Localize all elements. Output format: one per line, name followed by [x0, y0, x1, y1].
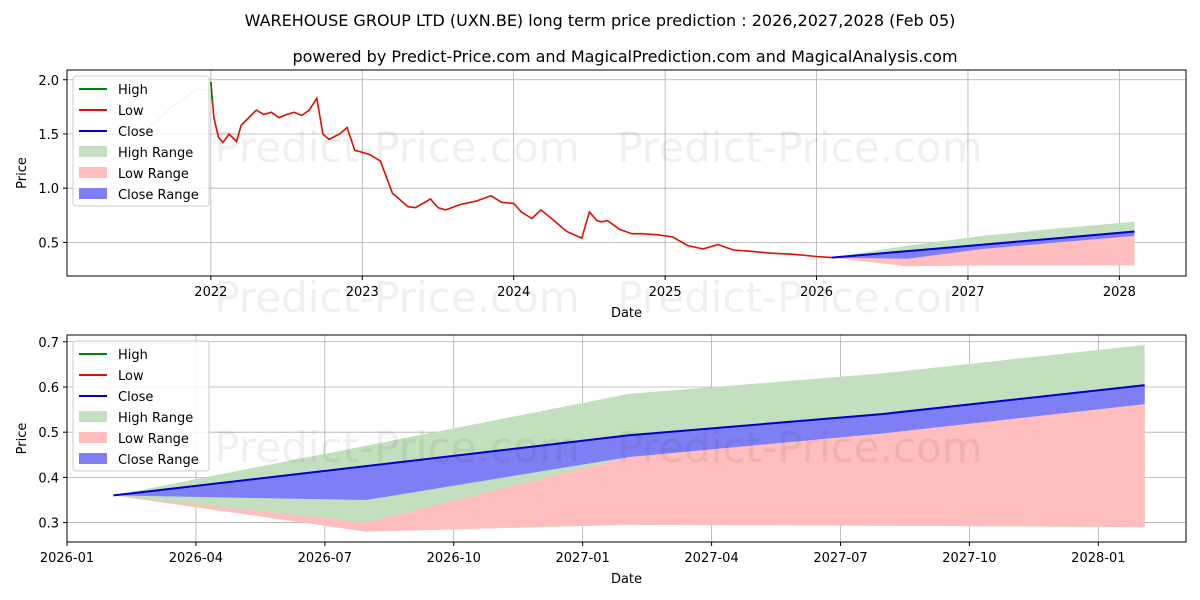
low-line: [210, 81, 832, 259]
x-tick-label: 2028: [1103, 285, 1136, 300]
watermark: Predict-Price.com: [214, 123, 579, 172]
chart-title: WAREHOUSE GROUP LTD (UXN.BE) long term p…: [245, 11, 956, 30]
x-tick-label: 2026-01: [40, 551, 94, 566]
x-tick-label: 2026: [800, 285, 833, 300]
close-line: [831, 230, 1135, 259]
legend-swatch: [79, 167, 107, 178]
x-tick-label: 2026-04: [169, 551, 223, 566]
legend-label: High Range: [118, 411, 193, 426]
legend-swatch: [79, 432, 107, 443]
legend-label: Low Range: [118, 167, 189, 182]
y-tick-label: 0.7: [38, 336, 59, 351]
watermark: Predict-Price.com: [617, 273, 982, 322]
plot-frame: [66, 69, 1187, 277]
y-tick-label: 2.0: [38, 74, 59, 89]
y-tick-label: 0.4: [38, 471, 59, 486]
x-tick-label: 2027-07: [813, 551, 867, 566]
x-tick-label: 2027-10: [942, 551, 996, 566]
legend-label: Low Range: [118, 432, 189, 447]
legend-label: Low: [118, 104, 144, 119]
low-range-area: [113, 404, 1145, 532]
x-tick-label: 2022: [194, 285, 227, 300]
chart-subtitle: powered by Predict-Price.com and Magical…: [292, 47, 957, 66]
x-axis-label: Date: [611, 572, 642, 587]
y-tick-label: 0.5: [38, 426, 59, 441]
y-tick-label: 0.3: [38, 517, 59, 532]
watermark: Predict-Price.com: [214, 273, 579, 322]
panel-bottom: 2026-01 2026-04 2026-07 2026-10 2027-01 2027-…: [15, 334, 1187, 587]
low-range-area: [831, 235, 1135, 267]
x-tick-label: 2028-01: [1071, 551, 1125, 566]
watermark: Predict-Price.com: [214, 423, 579, 472]
watermark: Predict-Price.com: [617, 123, 982, 172]
x-tick-label: 2026-07: [298, 551, 352, 566]
close-line: [113, 384, 1145, 497]
legend-swatch: [79, 146, 107, 157]
legend-label: Close: [118, 390, 153, 405]
x-tick-label: 2027-04: [684, 551, 738, 566]
panel-top: 2022 2023 2024 2025 2026 2027 2028 0.5 1.0 1.5 2.0…: [15, 69, 1187, 321]
plot-frame: [66, 334, 1187, 543]
high-line: [210, 81, 214, 102]
y-tick-label: 0.6: [38, 381, 59, 396]
y-axis-label: Price: [15, 157, 30, 189]
y-tick-label: 1.5: [38, 128, 59, 143]
legend-label: Close Range: [118, 188, 199, 203]
y-tick-label: 1.0: [38, 182, 59, 197]
legend-label: High: [118, 83, 148, 98]
y-tick-label: 0.5: [38, 236, 59, 251]
x-tick-label: 2023: [346, 285, 379, 300]
x-tick-label: 2027-01: [556, 551, 610, 566]
x-tick-label: 2026-10: [427, 551, 481, 566]
legend-swatch: [79, 453, 107, 464]
x-axis-label: Date: [611, 306, 642, 321]
legend-swatch: [79, 188, 107, 199]
x-tick-label: 2024: [497, 285, 530, 300]
legend-label: High Range: [118, 146, 193, 161]
legend-label: Low: [118, 369, 144, 384]
legend-label: Close Range: [118, 453, 199, 468]
y-axis-label: Price: [15, 423, 30, 455]
watermark: Predict-Price.com: [617, 423, 982, 472]
x-tick-label: 2027: [951, 285, 984, 300]
x-tick-label: 2025: [649, 285, 682, 300]
legend-swatch: [79, 411, 107, 422]
legend-label: Close: [118, 125, 153, 140]
legend-label: High: [118, 348, 148, 363]
